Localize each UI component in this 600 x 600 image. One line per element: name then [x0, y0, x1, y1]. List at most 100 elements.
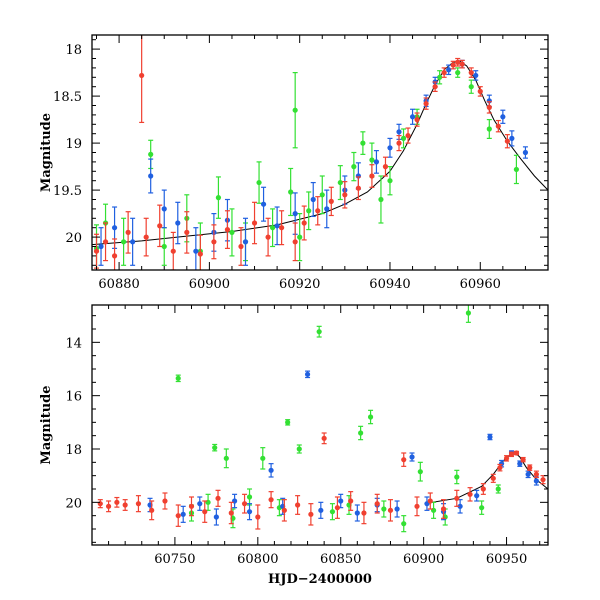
data-point — [414, 496, 420, 517]
data-point — [527, 464, 533, 471]
y-tick-label: 20 — [65, 496, 82, 511]
data-point — [135, 495, 142, 513]
data-point — [197, 496, 203, 511]
data-point — [358, 425, 364, 441]
data-point — [215, 489, 221, 507]
x-tick-label: 60750 — [154, 552, 195, 567]
data-point — [175, 201, 181, 245]
data-point — [477, 86, 483, 97]
data-point — [396, 134, 402, 152]
data-point — [409, 108, 416, 125]
y-tick-label: 14 — [65, 336, 82, 351]
data-point — [450, 60, 456, 70]
data-point — [268, 491, 274, 509]
data-point — [417, 461, 423, 482]
data-point — [122, 499, 128, 511]
data-point — [157, 204, 163, 248]
data-point — [251, 201, 258, 245]
data-point — [468, 79, 474, 94]
data-point — [224, 210, 231, 249]
data-point — [465, 305, 472, 323]
data-point — [409, 452, 415, 462]
data-point — [111, 238, 118, 270]
data-point — [93, 233, 100, 269]
data-point — [125, 211, 131, 254]
data-point — [228, 501, 234, 525]
data-point — [459, 59, 465, 69]
data-point — [446, 64, 452, 76]
data-point — [162, 492, 168, 510]
x-tick-label: 60950 — [486, 552, 527, 567]
x-tick-label: 60900 — [189, 277, 230, 292]
data-point — [540, 475, 546, 485]
data-point — [241, 493, 248, 514]
data-point — [486, 101, 492, 114]
data-point — [387, 499, 394, 522]
y-tick-label: 19 — [65, 137, 82, 152]
data-point — [285, 419, 291, 426]
data-point — [361, 501, 367, 525]
x-tick-label: 60960 — [460, 277, 501, 292]
data-point — [479, 500, 485, 515]
data-point — [437, 70, 443, 85]
data-point — [490, 473, 496, 483]
top-panel: 60880 60900 60920 60940 60960 18 18.5 19 19.5 20 M… — [39, 34, 549, 292]
data-point — [474, 489, 480, 502]
data-point — [455, 67, 461, 78]
data-point — [360, 131, 366, 155]
data-point — [205, 493, 211, 511]
data-point — [308, 503, 314, 526]
series-red — [93, 35, 510, 270]
data-point — [401, 515, 407, 533]
data-point — [304, 370, 311, 379]
y-tick-label: 19.5 — [53, 184, 82, 199]
data-point — [348, 491, 354, 511]
data-point — [246, 488, 253, 506]
data-point — [401, 452, 407, 467]
x-tick-label: 60850 — [320, 552, 361, 567]
data-point — [310, 181, 316, 218]
data-point — [351, 151, 357, 182]
data-point — [211, 224, 217, 260]
data-point — [256, 161, 262, 204]
data-point — [246, 503, 253, 521]
data-point — [143, 217, 149, 257]
data-point — [455, 57, 461, 67]
data-point — [238, 227, 244, 266]
data-point — [255, 504, 261, 530]
data-point — [473, 70, 479, 81]
data-point — [316, 325, 322, 338]
data-point — [292, 222, 298, 262]
data-point — [212, 443, 218, 452]
series-red — [97, 432, 546, 530]
data-point — [175, 504, 181, 527]
data-point — [509, 130, 515, 147]
data-point — [295, 495, 301, 515]
data-point — [297, 213, 303, 262]
data-point — [114, 496, 120, 508]
data-point — [202, 500, 208, 523]
x-tick-label: 60920 — [279, 277, 320, 292]
data-point — [520, 456, 526, 463]
data-point — [486, 118, 492, 139]
data-point — [378, 175, 384, 224]
data-point — [495, 484, 501, 494]
data-point — [215, 176, 222, 219]
data-point — [139, 35, 145, 124]
data-point — [170, 231, 176, 270]
y-tick-label: 20 — [65, 231, 82, 246]
data-point — [430, 501, 437, 519]
data-point — [288, 167, 294, 217]
data-point — [318, 501, 324, 519]
data-point — [296, 444, 302, 454]
data-point — [301, 205, 307, 241]
data-point — [522, 146, 529, 159]
data-point — [319, 175, 325, 215]
data-point — [148, 158, 154, 194]
data-point — [321, 432, 327, 445]
data-point — [274, 206, 280, 246]
data-point — [373, 150, 380, 174]
data-point — [414, 112, 420, 127]
data-point — [440, 499, 447, 519]
data-point — [102, 222, 109, 262]
